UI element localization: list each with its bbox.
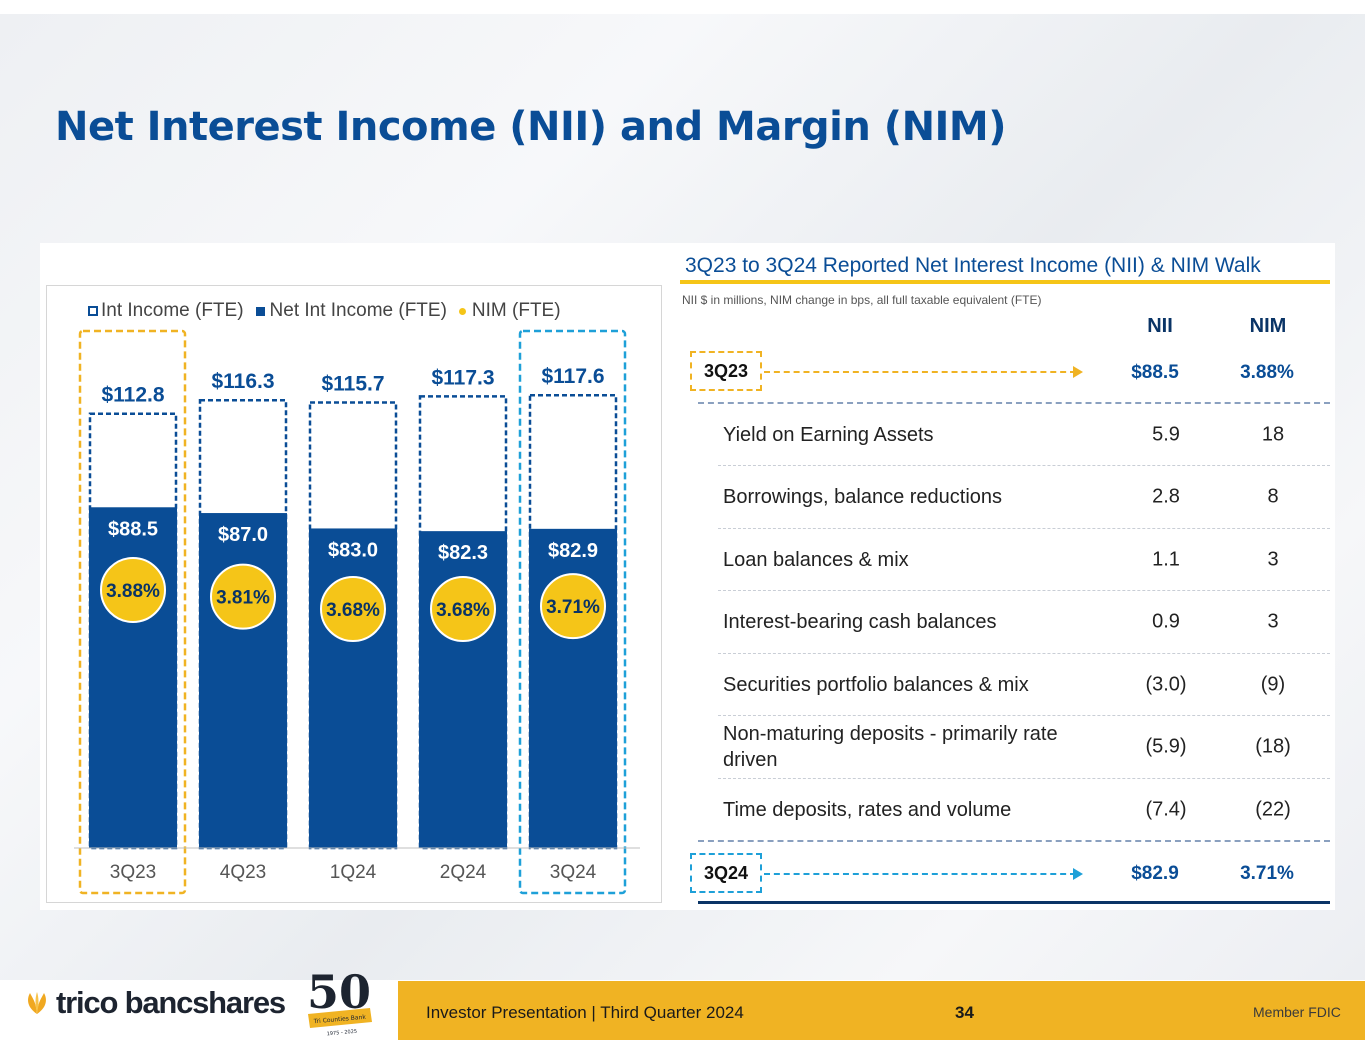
column-header-nim: NIM [1249, 315, 1287, 337]
int-income-swatch [88, 306, 98, 316]
legend-net-int-income: Net Int Income (FTE) [255, 300, 447, 322]
walk-row-label: Borrowings, balance reductions [723, 486, 1003, 508]
company-name: trico bancshares [56, 985, 286, 1020]
walk-row-nii: 1.1 [1152, 548, 1180, 570]
walk-row-label: Loan balances & mix [723, 548, 909, 571]
start-arrow-head [1073, 366, 1083, 378]
start-period-box: 3Q23 [690, 351, 762, 391]
start-nii-value: $88.5 [1131, 362, 1179, 383]
net-int-income-data-label: $82.9 [548, 540, 598, 562]
walk-row: Interest-bearing cash balances 0.9 3 [718, 592, 1330, 654]
walk-row: Loan balances & mix 1.1 3 [718, 529, 1330, 591]
footer-presentation: Investor Presentation | Third Quarter 20… [426, 1003, 744, 1022]
walk-row-nii: 2.8 [1152, 485, 1180, 508]
net-int-income-data-label: $82.3 [438, 542, 488, 564]
walk-row: Securities portfolio balances & mix (3.0)… [718, 654, 1330, 716]
walk-row-label: Yield on Earning Assets [723, 423, 934, 446]
x-tick-label: 4Q23 [220, 862, 266, 883]
walk-row: Borrowings, balance reductions 2.8 8 [718, 467, 1330, 529]
walk-title-rule [680, 280, 1330, 284]
legend-net-int-income-label: Net Int Income (FTE) [269, 300, 447, 321]
walk-subtitle: NII $ in millions, NIM change in bps, al… [682, 293, 1042, 307]
walk-row-nim: (9) [1260, 673, 1286, 695]
badge-bank-text: Tri Counties Bank [313, 1014, 367, 1026]
int-income-data-label: $117.3 [431, 366, 494, 389]
end-arrow [764, 873, 1076, 875]
walk-row-nii: (5.9) [1145, 735, 1187, 758]
int-income-data-label: $117.6 [541, 365, 604, 388]
walk-row-nim: 3 [1267, 610, 1279, 633]
x-tick-label: 1Q24 [330, 862, 377, 883]
nim-marker [430, 576, 496, 642]
start-nim-value: 3.88% [1240, 362, 1294, 383]
start-separator [698, 402, 1330, 404]
walk-title: 3Q23 to 3Q24 Reported Net Interest Incom… [685, 254, 1261, 277]
trico-leaf-icon [28, 992, 46, 1014]
legend-nim-label: NIM (FTE) [471, 300, 561, 321]
walk-row: Non-maturing deposits - primarily rate d… [718, 717, 1330, 779]
net-int-income-data-label: $83.0 [328, 539, 378, 561]
walk-row: Yield on Earning Assets 5.9 18 [718, 404, 1330, 466]
end-nim-value: 3.71% [1240, 863, 1294, 884]
net-int-income-bar [199, 513, 287, 848]
legend-nim: NIM (FTE) [458, 300, 561, 322]
end-separator [698, 840, 1330, 842]
footer-page-number: 34 [955, 1003, 974, 1022]
int-income-data-label: $112.8 [101, 384, 164, 407]
x-tick-label: 2Q24 [440, 862, 487, 883]
nim-marker [540, 573, 606, 640]
nim-data-label: 3.88% [106, 581, 160, 602]
walk-row-nii: 0.9 [1152, 610, 1180, 633]
legend-int-income-label: Int Income (FTE) [101, 300, 244, 321]
walk-row-nii: 5.9 [1152, 423, 1180, 445]
nim-marker [100, 557, 166, 623]
end-arrow-head [1073, 868, 1083, 880]
nim-data-label: 3.68% [436, 600, 490, 621]
chart-legend: Int Income (FTE) Net Int Income (FTE) NI… [88, 300, 573, 322]
walk-row-label: Securities portfolio balances & mix [723, 673, 1029, 696]
nim-marker [210, 563, 276, 630]
walk-row: Time deposits, rates and volume (7.4) (22) [718, 779, 1330, 841]
footer-fdic: Member FDIC [1253, 1004, 1341, 1020]
x-tick-label: 3Q23 [110, 862, 156, 883]
walk-row-nim: 3 [1267, 548, 1279, 570]
net-int-income-swatch [255, 306, 265, 316]
x-tick-label: 3Q24 [550, 862, 597, 883]
footer-bar [398, 981, 1365, 1040]
walk-row-nim: 8 [1267, 485, 1279, 508]
nim-swatch [458, 307, 466, 315]
end-period-box: 3Q24 [690, 853, 762, 893]
legend-int-income: Int Income (FTE) [88, 300, 244, 322]
walk-row-nim: (18) [1255, 735, 1291, 758]
int-income-data-label: $116.3 [211, 370, 274, 393]
column-header-nii: NII [1147, 315, 1173, 337]
walk-row-nim: 18 [1261, 423, 1285, 445]
net-int-income-data-label: $88.5 [108, 518, 158, 540]
net-int-income-data-label: $87.0 [218, 524, 268, 546]
nim-data-label: 3.71% [546, 597, 600, 618]
anniversary-badge: 50 Tri Counties Bank 1975 - 2025 [307, 965, 372, 1038]
nim-data-label: 3.81% [216, 588, 270, 609]
walk-row-nii: (7.4) [1145, 798, 1187, 821]
walk-row-label: Time deposits, rates and volume [723, 799, 1012, 821]
start-arrow [764, 371, 1076, 373]
nim-marker [320, 576, 386, 642]
highlight-frame [78, 329, 187, 895]
company-logo: trico bancshares [24, 985, 286, 1021]
walk-row-nim: (22) [1255, 798, 1291, 821]
walk-row-nii: (3.0) [1145, 673, 1187, 695]
nim-data-label: 3.68% [326, 600, 380, 621]
highlight-frame [518, 329, 627, 895]
badge-years: 1975 - 2025 [326, 1029, 357, 1038]
int-income-data-label: $115.7 [321, 373, 384, 396]
walk-row-label: Non-maturing deposits - primarily rate d… [723, 723, 1058, 771]
page-title: Net Interest Income (NII) and Margin (NI… [55, 104, 1007, 150]
walk-row-label: Interest-bearing cash balances [723, 611, 997, 633]
table-bottom-rule [698, 901, 1330, 904]
end-nii-value: $82.9 [1131, 863, 1179, 884]
